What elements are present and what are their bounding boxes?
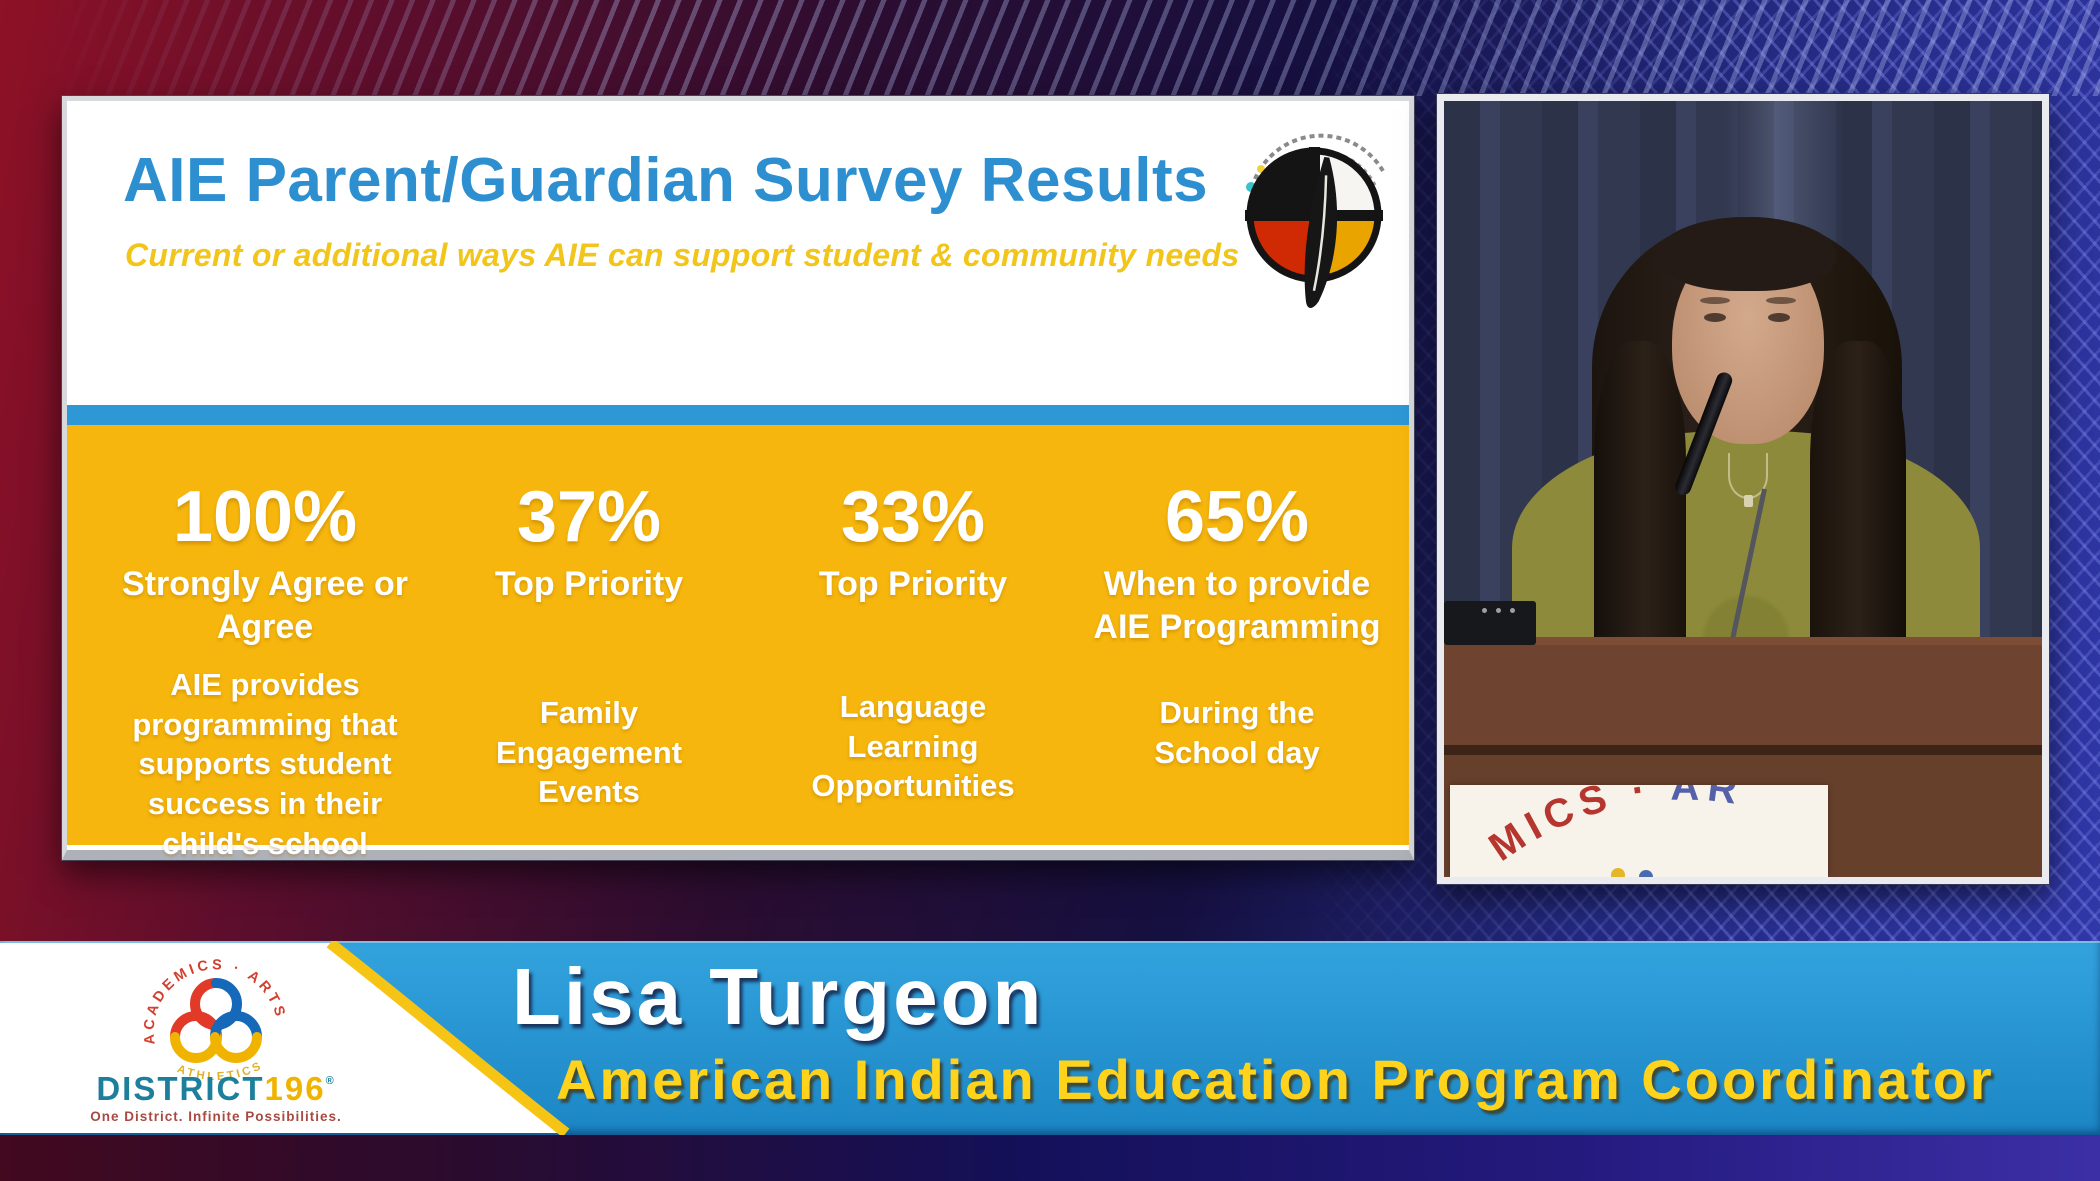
sign-arc-text-blue: AR: [1670, 785, 1746, 814]
svg-text:DISTRICT196®: DISTRICT196®: [96, 1070, 335, 1107]
sign-lower-text-fragment: [1611, 868, 1625, 877]
stat-description: AIE provides programming that supports s…: [132, 667, 398, 861]
slide-subtitle: Current or additional ways AIE can suppo…: [125, 237, 1240, 273]
stat-value: 65%: [1164, 477, 1310, 557]
speaker-eye: [1768, 313, 1790, 322]
ring-right-bottom-yellow: [210, 1032, 262, 1063]
bubble-yellow-arc: [326, 941, 570, 1135]
aie-medicine-wheel-logo: [1245, 133, 1385, 308]
stat-label: Strongly Agree or Agree: [122, 565, 408, 646]
presentation-slide: AIE Parent/Guardian Survey Results Curre…: [62, 96, 1414, 861]
stat-column-1: 100% Strongly Agree or Agree AIE provide…: [103, 477, 427, 861]
stat-label: When to provide AIE Programming: [1093, 565, 1381, 646]
background-bottom-strip: [0, 1135, 2100, 1181]
district-rings: [170, 978, 262, 1063]
district-tagline: One District. Infinite Possibilities.: [90, 1109, 342, 1124]
sign-arc-text-red: MICS ·: [1481, 785, 1671, 870]
slide-title: AIE Parent/Guardian Survey Results: [123, 146, 1209, 215]
speaker-role: American Indian Education Program Coordi…: [556, 1048, 1995, 1111]
stat-description: Family Engagement Events: [495, 695, 683, 810]
slide-blue-stripe: [67, 405, 1409, 425]
svg-text:MICS · AR: MICS · AR: [1481, 785, 1746, 870]
speaker-eye: [1704, 313, 1726, 322]
slide-header-area: AIE Parent/Guardian Survey Results Curre…: [67, 101, 1409, 405]
stat-description: Language Learning Opportunities: [811, 689, 1015, 804]
podium-sign-logo-partial: MICS · AR: [1481, 765, 1746, 877]
feather: [1304, 157, 1338, 308]
stat-label: Top Priority: [818, 565, 1008, 603]
feather-body: [1304, 157, 1338, 308]
stat-value: 100%: [172, 477, 358, 557]
speaker-pendant: [1744, 495, 1753, 507]
stat-description: During the School day: [1154, 695, 1320, 770]
video-scene: MICS · AR: [1444, 101, 2042, 877]
speaker-hair-crown: [1658, 217, 1836, 291]
registered-mark: ®: [326, 1075, 336, 1087]
wheel-cross-vertical: [1309, 147, 1320, 220]
wheel-quadrant-black: [1250, 151, 1314, 215]
wheel-quadrant-red: [1250, 215, 1314, 279]
arc-text-placeholder: [1253, 133, 1385, 180]
speaker-video-feed: MICS · AR: [1437, 94, 2049, 884]
stat-label: Top Priority: [494, 565, 684, 603]
feather-quill: [1312, 175, 1328, 292]
district-number: 196: [265, 1070, 326, 1107]
podium-sign: MICS · AR: [1450, 765, 1828, 877]
lower-third-banner: ACADEMICS · ARTS ATHLETICS DISTRICT196® …: [0, 941, 2100, 1135]
district-logo-bubble: [0, 941, 570, 1135]
stat-column-3: 33% Top Priority Language Learning Oppor…: [751, 481, 1075, 845]
district-196-logo: ACADEMICS · ARTS ATHLETICS DISTRICT196® …: [90, 957, 342, 1124]
speaker-eyebrow: [1766, 297, 1796, 304]
bubble-white-shape: [0, 943, 566, 1133]
stat-value: 37%: [516, 477, 662, 557]
speaker-name: Lisa Turgeon: [512, 952, 1045, 1041]
stat-column-2: 37% Top Priority Family Engagement Event…: [427, 481, 751, 845]
slide-stats-panel: 100% Strongly Agree or Agree AIE provide…: [67, 425, 1409, 861]
stat-value: 33%: [840, 477, 986, 557]
podium-device: [1444, 601, 1536, 645]
ring-right-top-blue: [210, 1011, 262, 1042]
stat-column-4: 65% When to provide AIE Programming Duri…: [1075, 481, 1399, 845]
speaker-eyebrow: [1700, 297, 1730, 304]
district-word: DISTRICT: [96, 1070, 264, 1107]
sign-lower-text-fragment: [1639, 870, 1653, 877]
background-diagonal-stripes: [0, 0, 2100, 96]
